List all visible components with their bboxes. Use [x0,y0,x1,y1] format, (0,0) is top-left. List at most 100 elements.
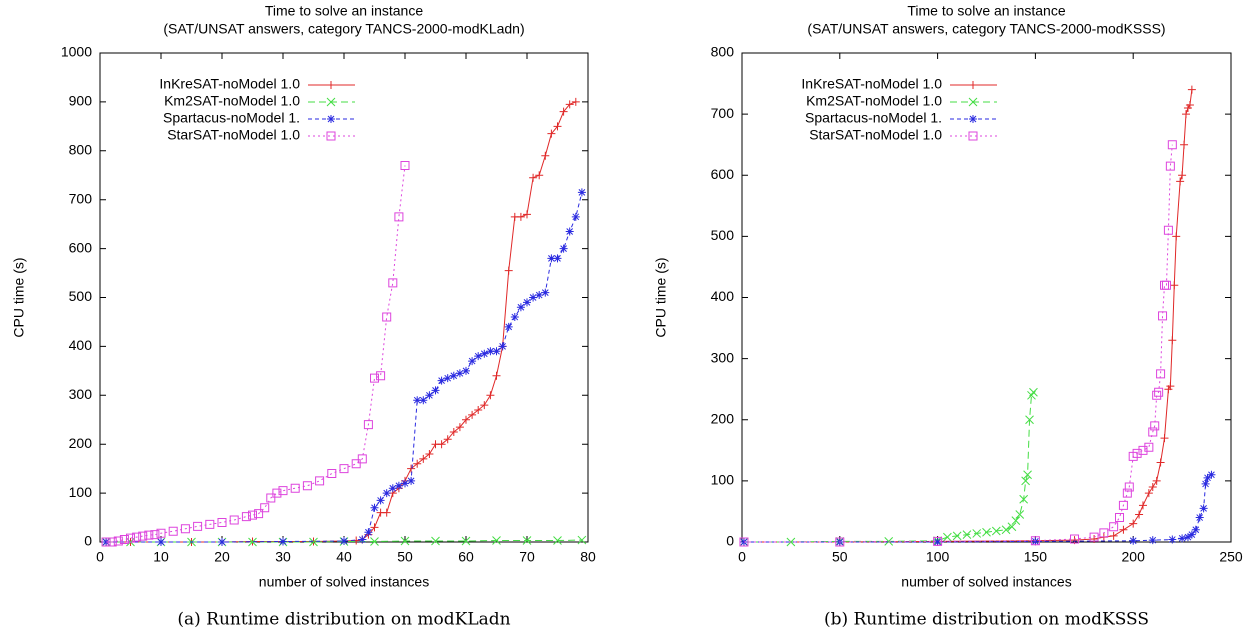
data-point [1021,476,1030,486]
data-point [138,531,148,541]
y-tick-label: 0 [726,533,734,549]
y-tick-label: 1000 [61,44,92,60]
data-point [1168,336,1177,345]
legend-label: Km2SAT-noModel 1.0 [806,93,942,109]
data-point [443,374,452,383]
legend-label: StarSAT-noModel 1.0 [809,127,942,143]
data-point [382,508,391,517]
data-point [168,526,178,536]
data-point [254,509,264,519]
data-point [205,519,215,529]
y-axis-label: CPU time (s) [653,257,669,337]
data-point [1011,516,1021,525]
data-point [1089,532,1099,542]
data-point [553,254,562,263]
data-point [559,107,568,116]
data-point [279,537,287,546]
data-point [547,254,556,263]
y-tick-label: 300 [69,386,93,402]
data-point [529,173,538,182]
data-point [972,529,982,538]
data-point [577,188,586,197]
data-point [358,535,367,544]
data-point [1150,421,1160,431]
x-tick-label: 80 [580,549,596,565]
x-tick-label: 20 [214,549,230,565]
data-point [126,533,135,543]
x-axis-label: number of solved instances [259,574,429,590]
series-line [743,89,1193,543]
y-tick-label: 500 [711,227,735,243]
y-tick-label: 900 [69,93,93,109]
data-point [1187,85,1196,94]
y-axis-label: CPU time (s) [11,257,27,337]
legend-marker [326,97,336,107]
data-point [1154,387,1164,397]
y-tick-label: 100 [711,472,735,488]
data-point [339,464,349,474]
data-point [156,528,166,538]
data-point [474,352,483,361]
data-point [565,227,574,236]
data-point [302,481,312,491]
data-point [982,527,991,537]
data-point [1161,280,1171,290]
data-point [290,483,300,493]
y-tick-label: 800 [69,142,93,158]
legend-label: InKreSAT-noModel 1.0 [159,76,300,92]
data-point [962,530,972,540]
data-point [382,312,392,322]
data-point [425,449,434,458]
legend-label: InKreSAT-noModel 1.0 [801,76,942,92]
data-point [565,100,574,109]
data-point [1019,494,1029,504]
data-point [461,536,471,546]
data-point [943,532,952,542]
data-point [150,530,160,540]
x-tick-label: 0 [96,549,104,565]
data-point [437,440,446,449]
x-tick-label: 200 [1122,549,1146,565]
data-point [1165,161,1175,171]
data-point [480,349,489,358]
data-point [1124,482,1134,492]
data-point [1170,281,1179,290]
x-tick-label: 100 [926,549,950,565]
data-point [1015,510,1025,519]
data-point [541,151,550,160]
data-point [370,537,379,546]
data-point [492,347,501,356]
legend-marker [968,97,978,107]
data-point [425,391,434,400]
data-point [132,532,142,542]
data-point [1172,232,1181,241]
data-point [107,537,117,547]
data-point [241,512,251,522]
data-point [474,405,483,414]
data-point [357,454,367,464]
y-tick-label: 700 [711,105,735,121]
data-point [260,503,270,513]
legend-label: StarSAT-noModel 1.0 [167,127,300,143]
x-tick-label: 30 [275,549,291,565]
legend-marker [969,115,977,123]
data-point [577,535,587,545]
data-point [272,488,282,498]
data-point [553,122,562,131]
caption: (b) Runtime distribution on modKSSS [824,610,1149,630]
data-point [535,291,544,300]
data-point [480,401,489,410]
data-point [388,484,397,493]
data-point [571,212,580,221]
data-point [516,212,525,221]
data-point [1148,427,1158,437]
y-tick-label: 100 [69,484,93,500]
data-point [1109,522,1119,532]
data-point [1180,140,1189,149]
data-point [1030,536,1040,546]
data-point [1166,382,1175,391]
y-tick-label: 600 [69,239,93,255]
series-line [743,474,1212,543]
data-point [229,515,239,525]
x-tick-label: 70 [519,549,535,565]
